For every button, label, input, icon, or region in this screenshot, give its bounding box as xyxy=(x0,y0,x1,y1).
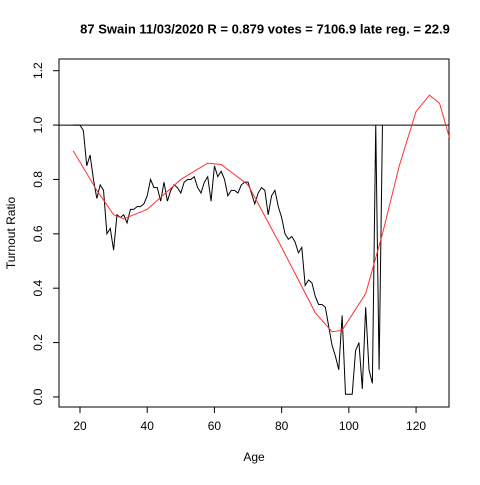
y-tick-label: 1.0 xyxy=(31,116,45,133)
y-tick-label: 0.8 xyxy=(31,171,45,188)
x-tick-label: 60 xyxy=(208,419,222,433)
y-tick-label: 0.6 xyxy=(31,225,45,242)
series-line xyxy=(73,124,383,395)
y-axis-label: Turnout Ratio xyxy=(4,197,18,270)
chart-title: 87 Swain 11/03/2020 R = 0.879 votes = 71… xyxy=(80,21,450,36)
y-tick-label: 0.4 xyxy=(31,280,45,297)
plot-frame xyxy=(58,58,450,408)
x-axis-label: Age xyxy=(243,450,265,464)
y-tick-label: 0.0 xyxy=(31,388,45,405)
x-tick-label: 120 xyxy=(406,419,426,433)
x-tick-label: 40 xyxy=(141,419,155,433)
series-line xyxy=(72,94,449,333)
x-tick-label: 100 xyxy=(339,419,359,433)
y-tick-label: 1.2 xyxy=(31,62,45,79)
x-tick-label: 80 xyxy=(275,419,289,433)
x-tick-label: 20 xyxy=(73,419,87,433)
y-tick-label: 0.2 xyxy=(31,334,45,351)
